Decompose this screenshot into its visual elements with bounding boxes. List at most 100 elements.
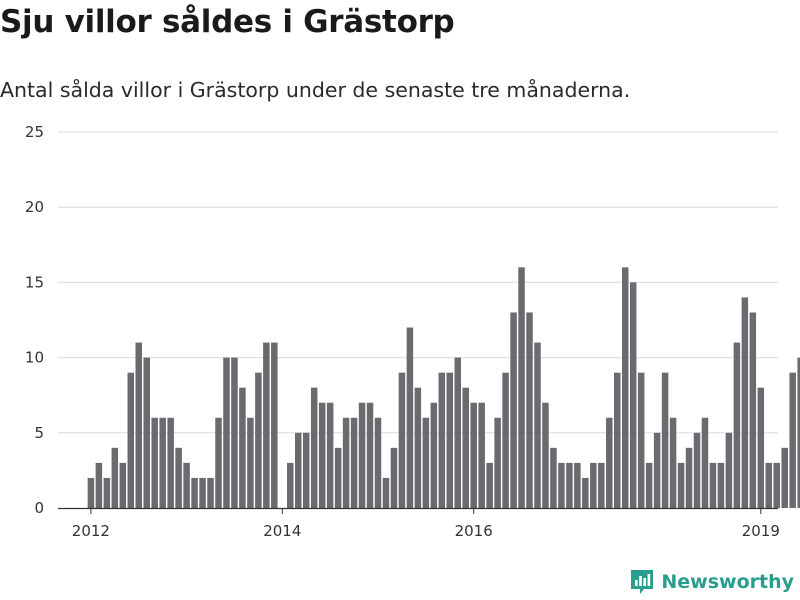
bar: [502, 372, 509, 508]
brand-name: Newsworthy: [661, 571, 794, 593]
bar: [167, 417, 174, 508]
x-tick-label: 2019: [742, 522, 780, 540]
y-tick-label: 10: [25, 349, 44, 367]
y-tick-label: 5: [34, 424, 44, 442]
bar: [478, 402, 485, 508]
bar: [725, 432, 733, 508]
bar: [566, 462, 573, 508]
bar: [239, 387, 246, 508]
bar: [430, 402, 438, 508]
bar: [494, 417, 501, 508]
bar: [438, 372, 446, 508]
bar: [789, 372, 796, 508]
bar: [223, 357, 230, 508]
bar: [454, 357, 461, 508]
bar: [302, 432, 310, 508]
bar: [366, 402, 374, 508]
bar: [701, 417, 709, 508]
bar: [749, 312, 757, 508]
bar: [111, 447, 119, 508]
bar: [183, 462, 190, 508]
bar: [207, 477, 214, 508]
x-axis-ticks: 2012201420162019202120232025: [72, 508, 780, 540]
bar: [295, 432, 302, 508]
bar: [143, 357, 150, 508]
bar: [191, 477, 198, 508]
bar: [462, 387, 469, 508]
bar: [558, 462, 565, 508]
bar: [582, 477, 589, 508]
bar: [382, 477, 390, 508]
chart-title: Sju villor såldes i Grästorp: [0, 4, 455, 40]
bar: [159, 417, 166, 508]
bar: [135, 342, 142, 508]
bar: [231, 357, 238, 508]
bar: [757, 387, 765, 508]
bars: [87, 267, 800, 508]
bar: [358, 402, 366, 508]
bar: [693, 432, 701, 508]
bar: [685, 447, 693, 508]
bar: [781, 447, 788, 508]
bar: [550, 447, 557, 508]
y-tick-label: 20: [25, 198, 44, 216]
bar: [486, 462, 493, 508]
chart-subtitle: Antal sålda villor i Grästorp under de s…: [0, 78, 631, 102]
y-tick-label: 15: [25, 273, 44, 291]
bar: [534, 342, 541, 508]
bar: [614, 372, 621, 508]
bar: [709, 462, 717, 508]
bar: [606, 417, 613, 508]
bar: [414, 387, 422, 508]
bar: [215, 417, 222, 508]
bar: [446, 372, 454, 508]
bar: [390, 447, 398, 508]
bar: [175, 447, 182, 508]
bar: [406, 327, 414, 508]
bar: [422, 417, 430, 508]
bar: [765, 462, 773, 508]
bar: [661, 372, 669, 508]
bar: [629, 282, 637, 508]
bar: [119, 462, 127, 508]
x-tick-label: 2016: [455, 522, 493, 540]
bar: [733, 342, 741, 508]
bar: [271, 342, 278, 508]
bar: [255, 372, 262, 508]
bar: [797, 357, 800, 508]
bar: [287, 462, 294, 508]
bar: [247, 417, 254, 508]
bar: [374, 417, 382, 508]
bar: [637, 372, 645, 508]
bar: [526, 312, 533, 508]
brand-logo: Newsworthy: [629, 568, 794, 596]
bar: [103, 477, 111, 508]
bar: [741, 297, 749, 508]
bar: [95, 462, 103, 508]
bar: [590, 462, 597, 508]
bar: [398, 372, 406, 508]
bar: [310, 387, 318, 508]
bar: [470, 402, 477, 508]
bar: [127, 372, 135, 508]
bar: [518, 267, 525, 508]
bar: [318, 402, 326, 508]
bar: [350, 417, 358, 508]
bar: [510, 312, 517, 508]
x-tick-label: 2014: [263, 522, 301, 540]
bar: [542, 402, 549, 508]
bar: [574, 462, 581, 508]
bar: [334, 447, 342, 508]
bar: [326, 402, 334, 508]
gridlines: 0 5 10 15 20 25: [25, 123, 778, 517]
x-tick-label: 2012: [72, 522, 110, 540]
bar: [677, 462, 685, 508]
newsworthy-logo-icon: [631, 570, 654, 594]
bar: [773, 462, 780, 508]
bar: [342, 417, 350, 508]
bar: [87, 477, 95, 508]
bar: [263, 342, 270, 508]
y-tick-label: 25: [25, 123, 44, 141]
bar: [669, 417, 677, 508]
